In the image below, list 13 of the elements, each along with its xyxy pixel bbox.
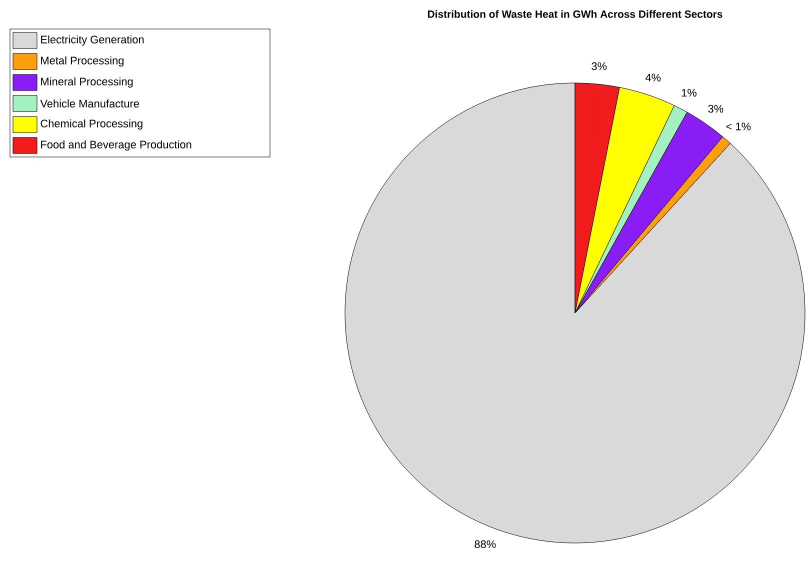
data-label: 3% [708,104,724,113]
legend-label: Chemical Processing [40,119,142,130]
legend-label: Vehicle Manufacture [40,99,139,108]
chart-title: Distribution of Waste Heat in GWh Across Different Sectors [428,10,722,18]
legend-label: Mineral Processing [41,77,133,88]
data-label: 88% [474,540,496,548]
data-label: 1% [682,88,696,97]
data-label: 4% [645,74,661,82]
legend-label: Food and Beverage Production [41,140,192,151]
legend-label: Metal Processing [41,56,124,67]
data-label: < 1% [726,122,751,130]
legend-label: Electricity Generation [41,35,144,46]
data-label: 3% [592,62,607,70]
